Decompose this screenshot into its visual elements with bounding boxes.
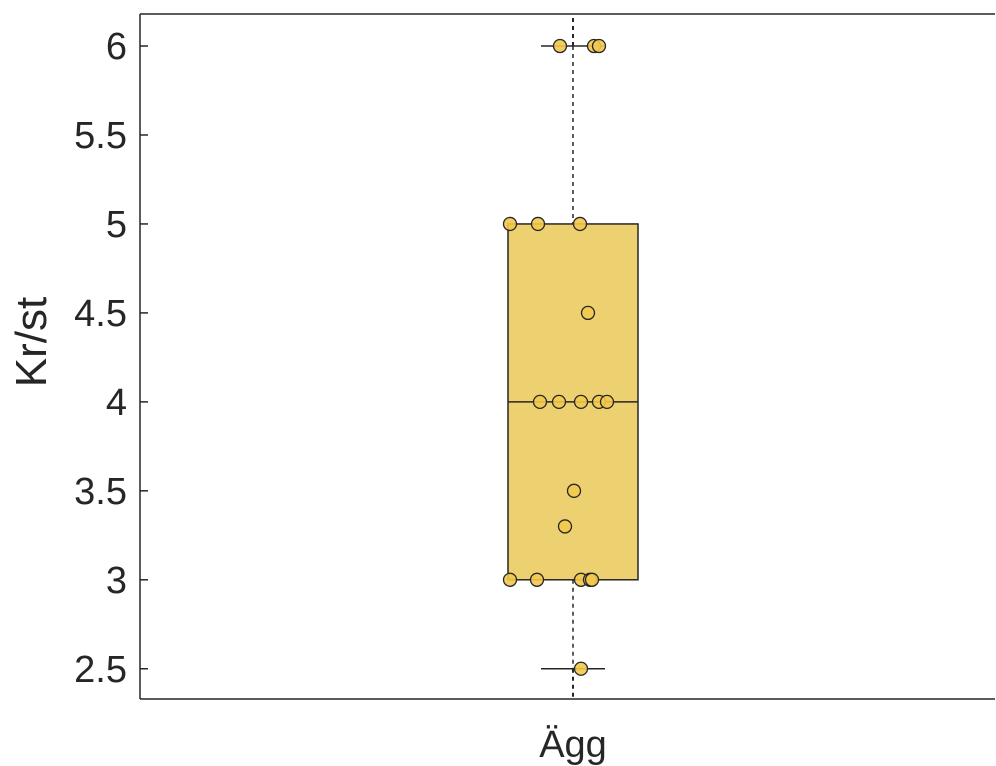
data-point bbox=[573, 394, 589, 410]
data-point bbox=[532, 394, 548, 410]
y-tick-label: 3 bbox=[106, 560, 127, 602]
y-tick-label: 6 bbox=[106, 26, 127, 68]
data-point bbox=[591, 38, 607, 54]
y-tick-label: 5.5 bbox=[74, 115, 127, 157]
data-point bbox=[502, 572, 518, 587]
data-point bbox=[552, 38, 568, 54]
data-point bbox=[557, 519, 573, 534]
data-point bbox=[530, 216, 546, 232]
data-point bbox=[551, 394, 567, 410]
data-point bbox=[584, 572, 600, 587]
y-axis-label: Kr/st bbox=[7, 297, 56, 387]
y-tick-label: 4.5 bbox=[74, 293, 127, 335]
y-tick-label: 5 bbox=[106, 204, 127, 246]
y-tick-label: 3.5 bbox=[74, 471, 127, 513]
data-point bbox=[529, 572, 545, 587]
data-point bbox=[566, 483, 582, 498]
data-point bbox=[502, 216, 518, 232]
y-tick-label: 2.5 bbox=[74, 649, 127, 691]
x-tick-label: Ägg bbox=[539, 724, 607, 766]
data-point bbox=[599, 394, 615, 410]
y-tick-label: 4 bbox=[106, 382, 127, 424]
data-point bbox=[573, 661, 589, 676]
data-point bbox=[580, 305, 596, 321]
data-point bbox=[572, 216, 588, 232]
